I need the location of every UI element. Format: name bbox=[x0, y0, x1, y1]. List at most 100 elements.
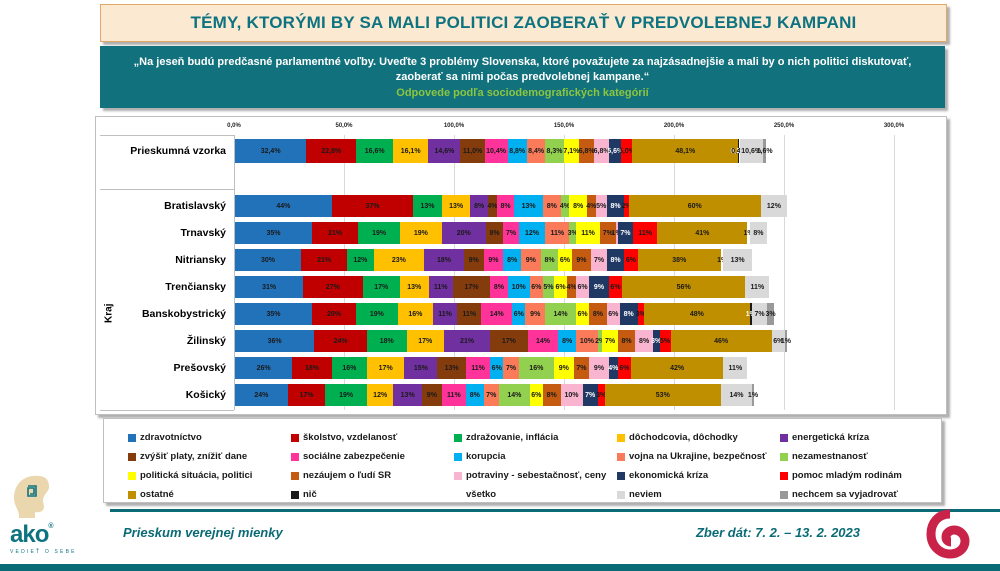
bar-segment: 5% bbox=[595, 195, 607, 217]
bar-segment: 6% bbox=[553, 276, 568, 298]
segment-value-label: 3% bbox=[635, 310, 646, 318]
segment-value-label: 42% bbox=[670, 364, 685, 372]
bar-segment: 22,8% bbox=[306, 139, 357, 163]
segment-value-label: 17% bbox=[299, 391, 314, 399]
axis-separator-groups bbox=[100, 189, 234, 190]
segment-value-label: 24% bbox=[333, 337, 348, 345]
bar-segment: 9% bbox=[525, 303, 546, 325]
bar-segment: 5,0% bbox=[618, 139, 635, 163]
bar-segment: 5% bbox=[659, 330, 671, 352]
bar-segment: 14% bbox=[498, 384, 530, 406]
y-axis-line bbox=[234, 135, 235, 410]
row-label-banskobystrick-: Banskobystrický bbox=[141, 308, 226, 320]
bar-segment: 20% bbox=[312, 303, 356, 325]
segment-value-label: 8% bbox=[592, 310, 603, 318]
bar-segment: 10% bbox=[575, 330, 598, 352]
segment-value-label: 8% bbox=[621, 337, 632, 345]
bar-segment: 9% bbox=[483, 249, 504, 271]
bar-segment: 2% bbox=[595, 330, 605, 352]
segment-value-label: 12% bbox=[766, 202, 781, 210]
bar-segment: 12% bbox=[518, 222, 546, 244]
chart-panel: 0,0% 50,0% 100,0% 150,0% 200,0% 250,0% 300,0% … bbox=[95, 116, 947, 415]
segment-value-label: 8% bbox=[562, 337, 573, 345]
segment-value-label: 21% bbox=[317, 256, 332, 264]
bar-segment: 19% bbox=[358, 222, 400, 244]
legend-item: nechcem sa vyjadrovať bbox=[780, 489, 943, 500]
segment-value-label: 8% bbox=[639, 337, 650, 345]
segment-value-label: 6% bbox=[491, 364, 502, 372]
bar-segment: 0,4% bbox=[731, 139, 747, 163]
legend-label: potraviny - sebestačnosť, ceny bbox=[466, 470, 607, 481]
bar-segment: 11% bbox=[428, 276, 453, 298]
segment-value-label: 5,0% bbox=[618, 147, 635, 155]
bar-segment: 8% bbox=[496, 195, 515, 217]
legend-label: nezáujem o ľudí SR bbox=[303, 470, 392, 481]
segment-value-label: 17% bbox=[418, 337, 433, 345]
segment-value-label: 13% bbox=[400, 391, 415, 399]
segment-value-label: 7% bbox=[602, 229, 613, 237]
segment-value-label: 8% bbox=[544, 256, 555, 264]
segment-value-label: 6% bbox=[625, 256, 636, 264]
bar-segment: 7% bbox=[602, 330, 618, 352]
bar-segment: 8% bbox=[606, 249, 625, 271]
legend-swatch bbox=[291, 490, 299, 499]
legend-swatch bbox=[617, 452, 625, 461]
subtitle-banner: „Na jeseň budú predčasné parlamentné voľ… bbox=[100, 46, 945, 108]
segment-value-label: 6% bbox=[608, 310, 619, 318]
bar-segment: 8% bbox=[485, 222, 504, 244]
bar-segment: 21% bbox=[312, 222, 359, 244]
legend-label: zvýšiť platy, znížiť dane bbox=[140, 451, 248, 462]
bar-segment: 35% bbox=[235, 222, 312, 244]
row-label-prieskumn-vzorka: Prieskumná vzorka bbox=[130, 145, 226, 157]
bar-segment: 7% bbox=[582, 384, 598, 406]
segment-value-label: 7% bbox=[620, 229, 631, 237]
bar-segment: 13% bbox=[399, 276, 429, 298]
bar-segment: 13% bbox=[437, 357, 466, 379]
row-label-pre-ovsk-: Prešovský bbox=[173, 362, 226, 374]
bar-segment: 10% bbox=[507, 276, 530, 298]
bar-segment: 11% bbox=[575, 222, 601, 244]
bar-segment: 17% bbox=[287, 384, 326, 406]
ako-head-icon bbox=[14, 475, 49, 518]
x-axis-tick: 200,0% bbox=[663, 123, 685, 129]
bar-segment: 4% bbox=[586, 195, 596, 217]
segment-value-label: 0,2% bbox=[730, 148, 746, 155]
bar-segment: 6,8% bbox=[594, 139, 610, 163]
bar-segment: 4% bbox=[566, 276, 577, 298]
segment-value-label: 11% bbox=[750, 283, 765, 291]
bar-row: 35% 21% 19% 19% 20% 8% 7% 12% 11% 3% 11% 7% 1% 7% 11% 4… bbox=[235, 222, 768, 244]
bar-segment: 18% bbox=[366, 330, 407, 352]
segment-value-label: 9% bbox=[593, 364, 605, 372]
row-label-tren-iansky: Trenčiansky bbox=[165, 281, 226, 293]
segment-value-label: 23% bbox=[391, 256, 406, 264]
legend-item: dôchodcovia, dôchodky bbox=[617, 432, 780, 443]
segment-value-label: 56% bbox=[676, 283, 691, 291]
legend-item: neviem bbox=[617, 489, 780, 500]
segment-value-label: 22,8% bbox=[321, 147, 342, 155]
bar-segment: 6% bbox=[617, 357, 631, 379]
bar-segment: 8% bbox=[606, 195, 625, 217]
legend-item: všetko bbox=[454, 489, 617, 500]
segment-value-label: 4% bbox=[566, 283, 577, 291]
bar-segment: 5,6% bbox=[607, 139, 623, 163]
survey-type-label: Prieskum verejnej mienky bbox=[123, 525, 283, 540]
bar-segment: 10,4% bbox=[484, 139, 508, 163]
segment-value-label: 8% bbox=[610, 256, 621, 264]
row-label-nitriansky: Nitriansky bbox=[175, 254, 226, 266]
title-banner: TÉMY, KTORÝMI BY SA MALI POLITICI ZAOBER… bbox=[100, 4, 947, 42]
legend-swatch bbox=[454, 452, 462, 461]
bar-segment: 9% bbox=[463, 249, 484, 271]
bar-segment: 11% bbox=[545, 222, 570, 244]
segment-value-label: 8% bbox=[493, 283, 504, 291]
segment-value-label: 6% bbox=[619, 364, 630, 372]
segment-value-label: 4% bbox=[608, 364, 619, 372]
bar-segment: 1% bbox=[746, 303, 756, 325]
segment-value-label: 11% bbox=[638, 229, 652, 237]
segment-value-label: 14% bbox=[535, 337, 550, 345]
segment-value-label: 3% bbox=[651, 337, 662, 345]
legend-item: pomoc mladým rodinám bbox=[780, 470, 943, 481]
bar-row: 36% 24% 18% 17% 21% 17% 14% 8% 10% 2% 7% 8% 8% 3% 5% 46… bbox=[235, 330, 791, 352]
segment-value-label: 1% bbox=[743, 229, 754, 237]
segment-value-label: 1,6% bbox=[756, 147, 773, 155]
segment-value-label: 6% bbox=[555, 283, 566, 291]
